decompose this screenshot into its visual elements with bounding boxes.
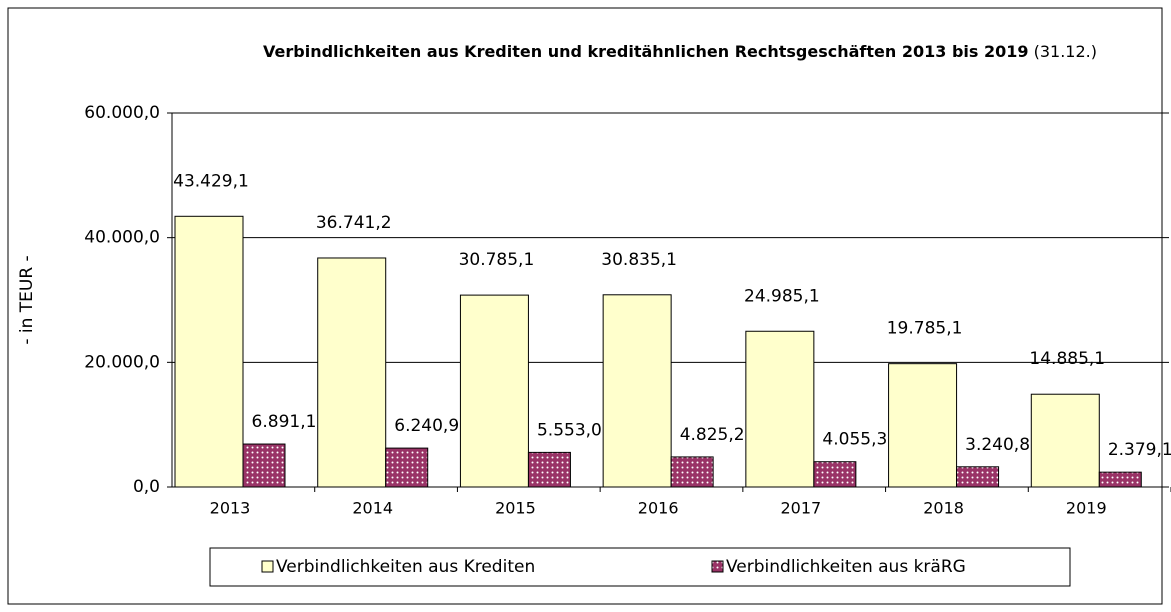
y-tick-label: 20.000,0 bbox=[84, 352, 160, 372]
chart-title-block: Verbindlichkeiten aus Krediten und kredi… bbox=[200, 42, 1160, 62]
chart-title: Verbindlichkeiten aus Krediten und kredi… bbox=[263, 42, 1029, 61]
data-label: 24.985,1 bbox=[744, 286, 820, 306]
bar bbox=[1030, 393, 1100, 488]
data-label: 36.741,2 bbox=[316, 213, 392, 233]
data-label: 43.429,1 bbox=[173, 171, 249, 191]
y-axis-label: - in TEUR - bbox=[17, 255, 37, 344]
data-label: 4.825,2 bbox=[680, 425, 745, 445]
chart-subtitle: (31.12.) bbox=[1033, 42, 1097, 61]
bar bbox=[888, 363, 958, 488]
y-tick-label: 0,0 bbox=[133, 477, 160, 497]
bar bbox=[1098, 471, 1142, 488]
data-label: 14.885,1 bbox=[1029, 349, 1105, 369]
data-label: 6.891,1 bbox=[252, 412, 317, 432]
bar bbox=[602, 294, 672, 488]
chart-frame bbox=[7, 7, 1163, 605]
data-label: 6.240,9 bbox=[394, 416, 459, 436]
bar bbox=[813, 461, 857, 488]
x-tick-label: 2018 bbox=[923, 499, 964, 518]
bar bbox=[527, 451, 571, 488]
bar bbox=[459, 294, 529, 488]
legend-label: Verbindlichkeiten aus Krediten bbox=[276, 557, 535, 577]
data-label: 30.835,1 bbox=[601, 250, 677, 270]
bar bbox=[174, 215, 244, 488]
legend-swatch bbox=[711, 560, 724, 573]
legend-swatch bbox=[261, 560, 274, 573]
data-label: 30.785,1 bbox=[459, 250, 535, 270]
bar bbox=[745, 330, 815, 488]
x-tick-label: 2016 bbox=[638, 499, 679, 518]
x-tick-label: 2015 bbox=[495, 499, 536, 518]
data-label: 19.785,1 bbox=[887, 319, 963, 339]
legend-label: Verbindlichkeiten aus kräRG bbox=[726, 557, 966, 577]
bar bbox=[670, 456, 714, 488]
legend-box bbox=[209, 547, 1071, 587]
x-tick-label: 2014 bbox=[352, 499, 393, 518]
bar bbox=[242, 443, 286, 488]
bar bbox=[317, 257, 387, 488]
x-tick-label: 2013 bbox=[210, 499, 251, 518]
data-label: 5.553,0 bbox=[537, 420, 602, 440]
x-tick-label: 2019 bbox=[1066, 499, 1107, 518]
data-label: 4.055,3 bbox=[822, 430, 887, 450]
bar bbox=[385, 447, 429, 488]
bar bbox=[956, 466, 1000, 488]
data-label: 2.379,1 bbox=[1108, 440, 1171, 460]
data-label: 3.240,8 bbox=[965, 435, 1030, 455]
y-tick-label: 60.000,0 bbox=[84, 103, 160, 123]
x-tick-label: 2017 bbox=[780, 499, 821, 518]
y-tick-label: 40.000,0 bbox=[84, 228, 160, 248]
